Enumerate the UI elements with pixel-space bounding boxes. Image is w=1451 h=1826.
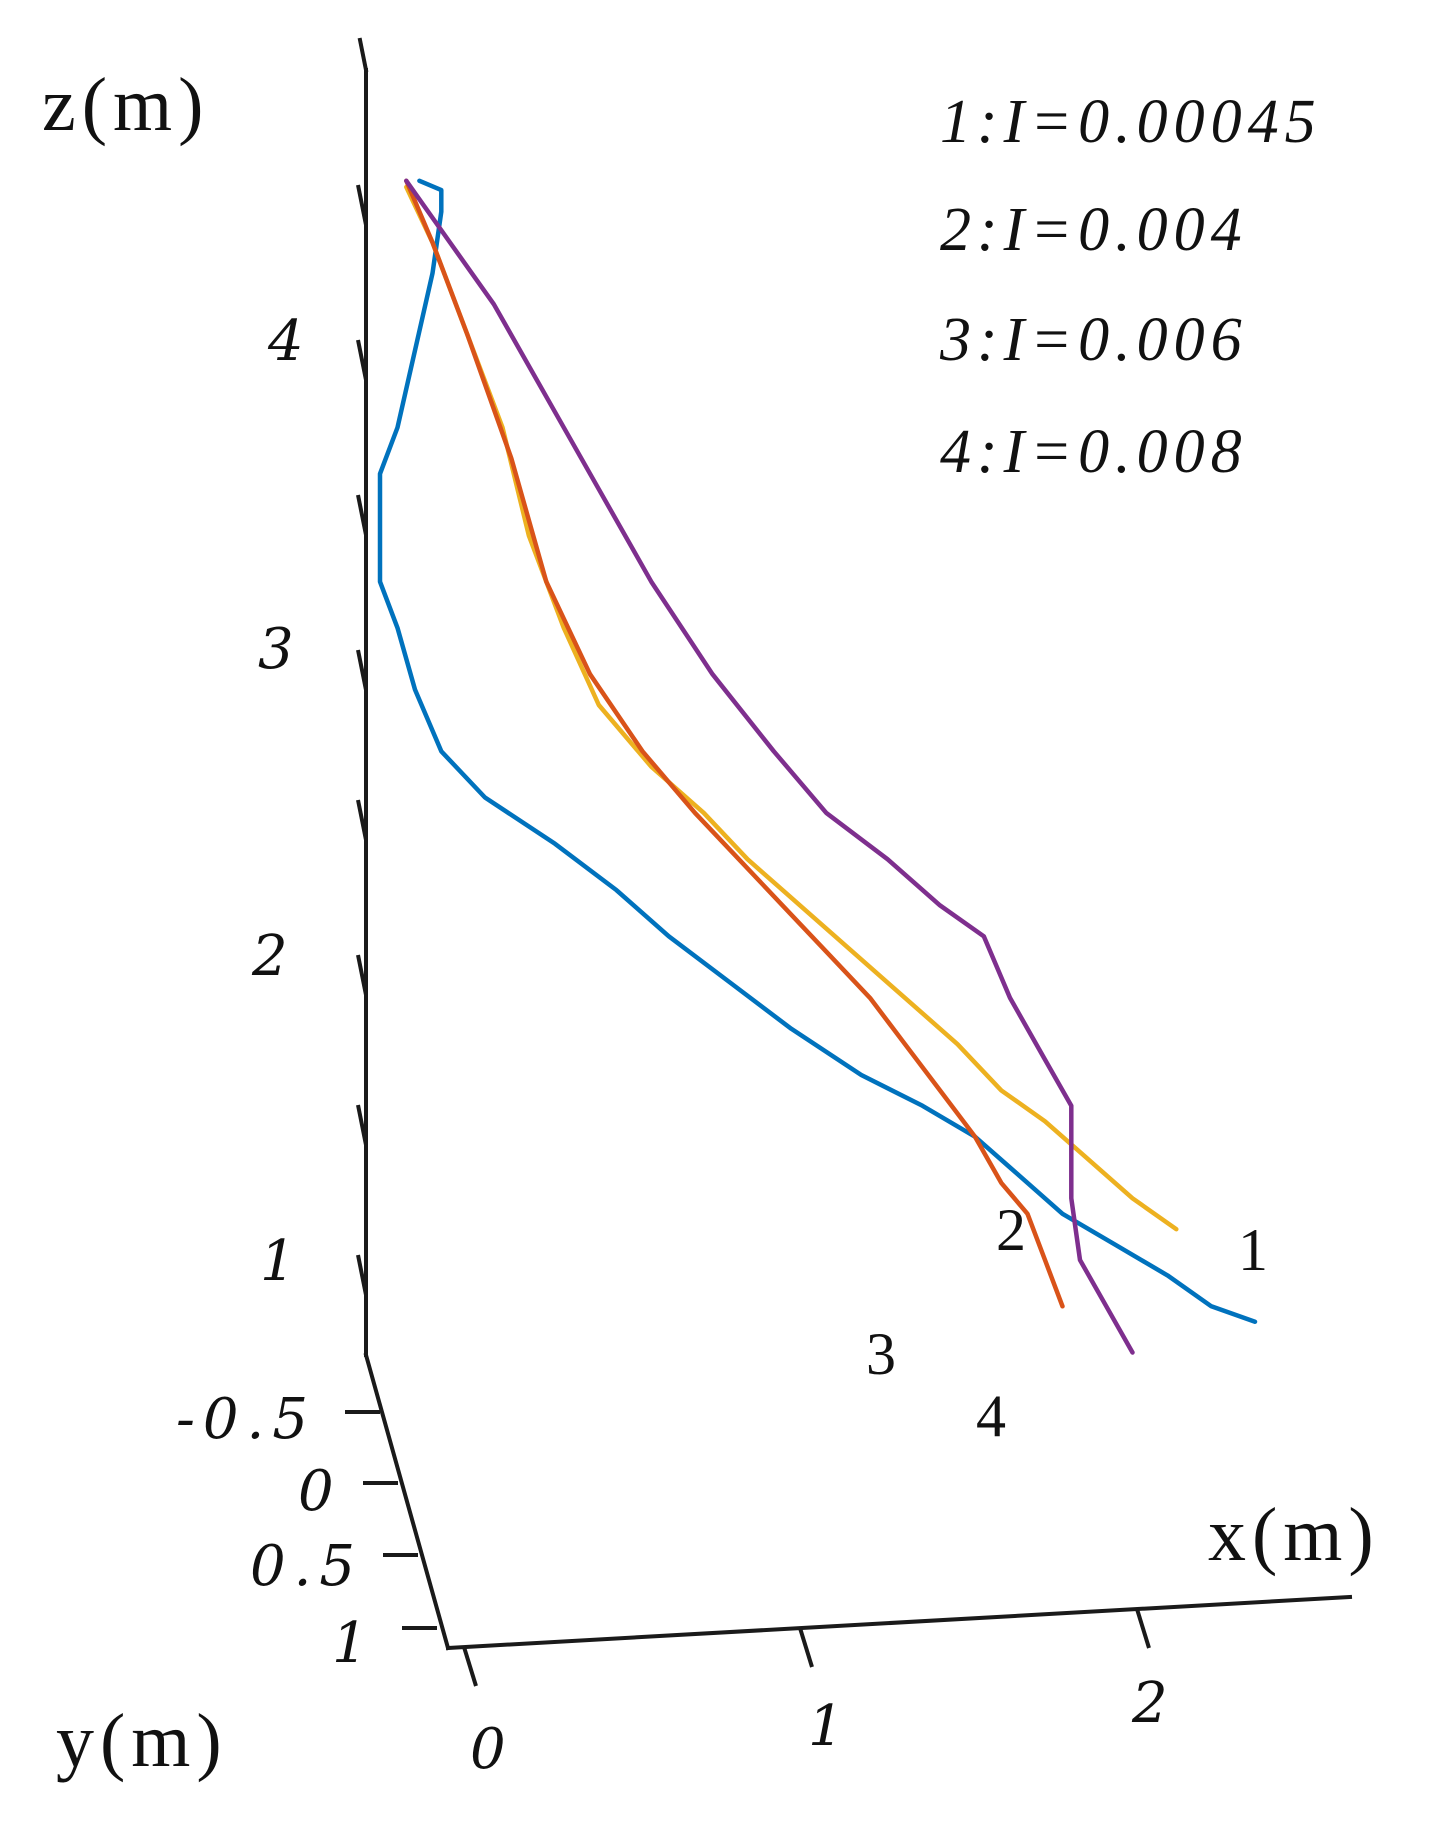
x-tick-label: 0 <box>470 1717 506 1782</box>
x-tick-label: 1 <box>808 1694 844 1759</box>
y-tick-label: 0 <box>298 1459 334 1524</box>
z-tick-mark <box>356 184 368 226</box>
series-4-line <box>404 178 1135 1355</box>
x-tick-label: 2 <box>1131 1671 1168 1736</box>
y-axis-line <box>363 1352 451 1651</box>
x-tick-mark <box>1135 1608 1151 1649</box>
z-tick-label: 4 <box>267 309 304 374</box>
legend: 1:I=0.00045 2:I=0.004 3:I=0.006 4:I=0.00… <box>939 88 1322 486</box>
y-axis-label: y(m) <box>56 1699 228 1783</box>
x-tick-mark <box>462 1646 478 1687</box>
legend-entry-1: 1:I=0.00045 <box>940 88 1322 156</box>
z-tick-mark <box>356 799 368 841</box>
z-tick-mark <box>356 1104 368 1146</box>
z-tick-label: 2 <box>251 924 288 989</box>
series-1-end-label: 1 <box>1238 1217 1268 1283</box>
z-axis-label: z(m) <box>42 63 209 147</box>
z-tick-label: 1 <box>260 1229 296 1294</box>
z-tick-mark <box>356 954 368 996</box>
series-3-line <box>404 178 1065 1309</box>
y-tick-label: 1 <box>332 1611 368 1676</box>
z-axis-top-cap <box>357 37 369 73</box>
y-tick-label: -0.5 <box>176 1387 316 1452</box>
series-1-line <box>377 178 1258 1324</box>
z-tick-mark <box>356 1254 368 1296</box>
z-tick-mark <box>356 494 368 536</box>
z-tick-label: 3 <box>258 617 294 682</box>
series-3-end-label: 3 <box>866 1321 896 1387</box>
x-axis-line <box>445 1594 1353 1651</box>
x-tick-mark <box>798 1627 814 1668</box>
legend-entry-2: 2:I=0.004 <box>940 196 1248 264</box>
legend-entry-3: 3:I=0.006 <box>939 306 1248 374</box>
x-axis-label: x(m) <box>1208 1493 1380 1577</box>
series-group <box>377 178 1258 1355</box>
y-tick-label: 0.5 <box>250 1534 363 1599</box>
z-tick-mark <box>356 339 368 381</box>
legend-entry-4: 4:I=0.008 <box>940 418 1248 486</box>
z-tick-mark <box>356 649 368 691</box>
series-2-end-label: 2 <box>996 1197 1026 1263</box>
series-4-end-label: 4 <box>976 1383 1006 1449</box>
z-ticks <box>356 184 368 1296</box>
